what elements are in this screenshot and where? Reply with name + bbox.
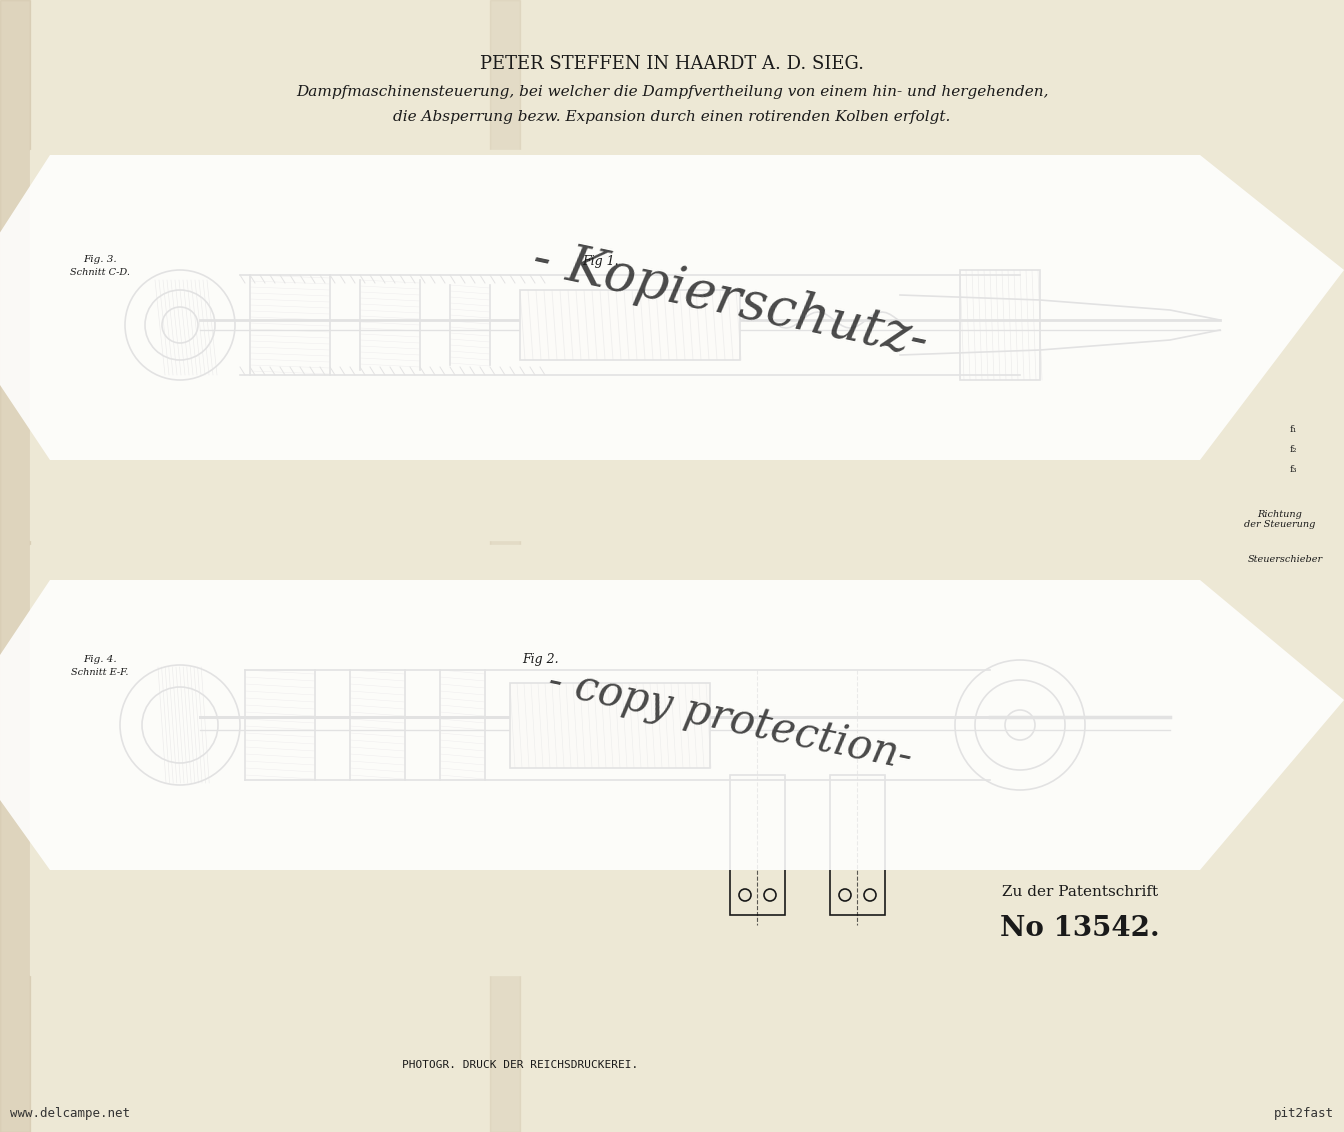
Bar: [730, 775, 785, 915]
Text: f₃: f₃: [1290, 465, 1297, 474]
Text: Steuerschieber: Steuerschieber: [1247, 555, 1322, 564]
Text: Dampfmaschinensteuerung, bei welcher die Dampfvertheilung von einem hin- und her: Dampfmaschinensteuerung, bei welcher die…: [296, 85, 1048, 98]
Text: PETER STEFFEN IN HAARDT A. D. SIEG.: PETER STEFFEN IN HAARDT A. D. SIEG.: [480, 55, 864, 72]
Text: Schnitt E-F.: Schnitt E-F.: [71, 668, 129, 677]
Text: f₂: f₂: [1290, 446, 1297, 455]
Text: - copy protection-: - copy protection-: [544, 661, 917, 779]
Text: - Kopierschutz-: - Kopierschutz-: [528, 233, 933, 367]
Polygon shape: [0, 155, 1344, 460]
Text: Zu der Patentschrift: Zu der Patentschrift: [1001, 885, 1159, 899]
Text: No 13542.: No 13542.: [1000, 915, 1160, 942]
Text: www.delcampe.net: www.delcampe.net: [9, 1107, 130, 1120]
Text: Schnitt C-D.: Schnitt C-D.: [70, 268, 130, 277]
Text: Richtung
der Steuerung: Richtung der Steuerung: [1245, 511, 1316, 530]
Text: Fig 2.: Fig 2.: [521, 653, 558, 666]
Bar: [831, 775, 884, 915]
Bar: [30, 544, 1310, 975]
Text: Fig 1.: Fig 1.: [582, 255, 618, 268]
Text: f₁: f₁: [1290, 426, 1297, 435]
Text: Fig. 4.: Fig. 4.: [83, 655, 117, 664]
Text: die Absperrung bezw. Expansion durch einen rotirenden Kolben erfolgt.: die Absperrung bezw. Expansion durch ein…: [394, 110, 950, 125]
Text: PHOTOGR. DRUCK DER REICHSDRUCKEREI.: PHOTOGR. DRUCK DER REICHSDRUCKEREI.: [402, 1060, 638, 1070]
Bar: [491, 0, 520, 1132]
Bar: [960, 271, 1040, 380]
Bar: [520, 290, 741, 360]
Bar: [30, 151, 1310, 540]
Bar: [0, 0, 30, 1132]
Text: Fig. 3.: Fig. 3.: [83, 255, 117, 264]
Bar: [509, 683, 710, 767]
Polygon shape: [0, 580, 1344, 871]
Text: pit2fast: pit2fast: [1274, 1107, 1335, 1120]
